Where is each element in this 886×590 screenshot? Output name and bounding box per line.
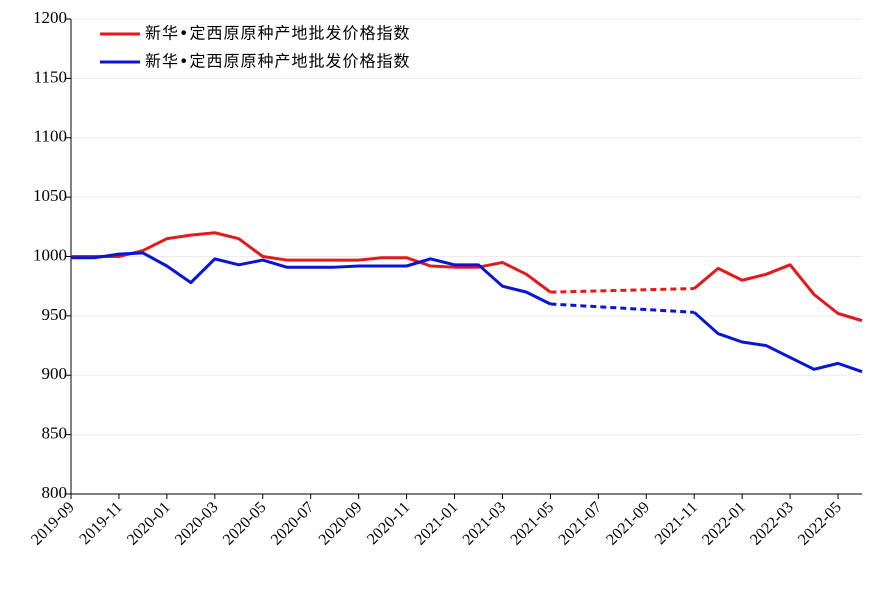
y-tick-label: 1150 [34, 67, 67, 86]
x-tick-label: 2020-11 [364, 499, 413, 548]
y-tick-label: 800 [42, 483, 68, 502]
x-tick-label: 2020-03 [172, 499, 222, 549]
gap-connector [550, 302, 695, 314]
legend-label: 新华•定西原原种产地批发价格指数 [145, 52, 410, 71]
x-tick-label: 2019-11 [76, 499, 125, 548]
legend-label: 新华•定西原原种产地批发价格指数 [145, 24, 410, 43]
x-tick-label: 2022-01 [699, 499, 749, 549]
x-tick-label: 2021-09 [603, 499, 653, 549]
y-tick-label: 950 [42, 305, 68, 324]
y-tick-label: 1000 [33, 245, 67, 264]
y-tick-label: 850 [42, 424, 68, 443]
y-tick-label: 1100 [34, 127, 67, 146]
x-tick-label: 2021-01 [412, 499, 462, 549]
x-tick-label: 2020-07 [268, 499, 318, 549]
x-tick-label: 2021-07 [555, 499, 605, 549]
y-tick-label: 900 [42, 364, 68, 383]
x-tick-label: 2022-05 [795, 499, 845, 549]
x-tick-label: 2021-05 [507, 499, 557, 549]
x-tick-label: 2020-09 [316, 499, 366, 549]
x-tick-label: 2021-03 [460, 499, 510, 549]
x-tick-label: 2020-05 [220, 499, 270, 549]
x-tick-label: 2021-11 [652, 499, 701, 548]
x-tick-label: 2020-01 [124, 499, 174, 549]
series-line [71, 231, 863, 323]
x-tick-label: 2022-03 [747, 499, 797, 549]
gap-connector [550, 287, 695, 294]
x-tick-label: 2019-09 [28, 499, 78, 549]
y-tick-label: 1200 [33, 8, 67, 27]
y-tick-label: 1050 [33, 186, 67, 205]
series-line [71, 251, 863, 374]
